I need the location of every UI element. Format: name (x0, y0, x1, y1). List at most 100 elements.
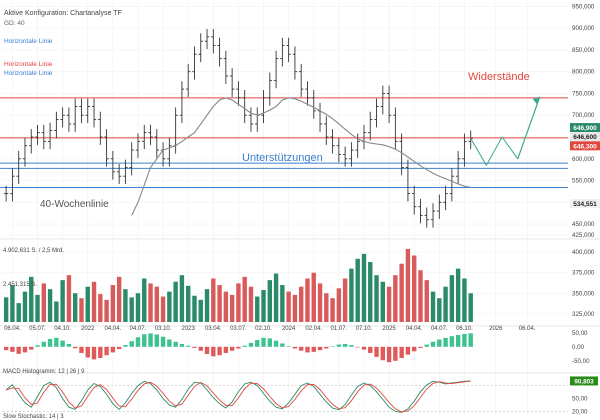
macd-bar (368, 346, 373, 353)
x-tick-label: 02.10. (255, 326, 272, 332)
macd-bar (236, 346, 241, 349)
macd-bar (386, 346, 392, 363)
x-tick-label: 01.07. (331, 326, 348, 332)
volume-tick-label: 325,000 (572, 311, 595, 318)
price-tick-label: 600,000 (572, 156, 595, 163)
macd-bar (292, 346, 298, 349)
macd-histogram (3, 333, 473, 363)
axes: 06.04. 05.07. 04.10. 2022 04.04. 04.07. 03.10.… (4, 3, 600, 416)
macd-bar (399, 346, 404, 358)
macd-bar (135, 337, 141, 347)
price-tag (570, 141, 600, 151)
volume-bar (160, 296, 166, 322)
macd-bar (229, 346, 235, 351)
price-tag-label: 646,900 (573, 125, 597, 132)
macd-bar (22, 346, 28, 353)
macd-bar (179, 344, 185, 347)
macd-bar (430, 341, 436, 347)
volume-bar (173, 281, 178, 322)
volume-bar (123, 289, 128, 322)
volume-bar (98, 294, 103, 322)
macd-bar (324, 346, 329, 349)
macd-bar (72, 346, 78, 349)
volume-bar (60, 280, 65, 322)
forecast-arrowhead (532, 96, 540, 104)
x-tick-label: 02.04. (305, 326, 322, 332)
macd-bar (342, 344, 348, 347)
volume-bar (79, 298, 84, 322)
volume-bar (242, 276, 247, 322)
forecast-line (470, 138, 487, 166)
stoch-tick-label: 20,00 (572, 409, 588, 416)
x-tick-label: 06.10. (456, 326, 473, 332)
volume-bar (437, 298, 442, 322)
x-tick-label: 03.04. (205, 326, 222, 332)
macd-bar (173, 341, 178, 347)
macd-bar (355, 346, 360, 348)
stoch-tag-label: 90,803 (574, 378, 594, 385)
x-tick-label: 2025 (382, 326, 396, 332)
x-tick-label: 03.10. (155, 326, 172, 332)
volume-bar (167, 291, 172, 322)
macd-bar (79, 346, 84, 353)
macd-bar (286, 346, 291, 347)
macd-bar (462, 333, 467, 347)
x-tick-label: 04.04. (105, 326, 122, 332)
macd-bar (60, 340, 65, 347)
x-tick-label: 07.10. (356, 326, 373, 332)
volume-bar (129, 297, 134, 322)
macd-bar (405, 346, 411, 355)
stoch-tick-label: 50,00 (572, 396, 588, 403)
hline-label-2: Horizontale Linie (4, 61, 53, 68)
volume-bar (179, 275, 185, 322)
volume-bar (374, 275, 379, 322)
price-tick-label: 750,000 (572, 90, 595, 97)
volume-bar (368, 262, 373, 322)
volume-bar (267, 280, 273, 322)
macd-tick-label: 50,00 (572, 330, 588, 337)
macd-bar (110, 346, 116, 353)
volume-bar (217, 285, 222, 322)
macd-bar (280, 343, 285, 347)
volume-bar (380, 281, 386, 322)
macd-bar (41, 341, 47, 347)
stoch-tag (570, 376, 598, 386)
x-tick-label: 04.07. (130, 326, 147, 332)
macd-bar (336, 344, 342, 347)
volume-bar (22, 291, 28, 322)
macd-bar (267, 338, 273, 347)
volume-bar (135, 293, 141, 322)
macd-bar (16, 346, 21, 354)
volume-bar (116, 276, 122, 322)
volume-bar (16, 303, 21, 322)
volume-bar (185, 285, 191, 322)
x-tick-label: 2022 (81, 326, 95, 332)
volume-bar (198, 299, 203, 322)
price-tick-label: 800,000 (572, 69, 595, 76)
ma40-line (131, 97, 471, 216)
volume-bar (35, 294, 40, 322)
x-tick-label: 2024 (282, 326, 296, 332)
volume-bar (223, 291, 229, 322)
volume-bar (66, 275, 72, 322)
volume-bar (211, 278, 216, 322)
volume-bar (330, 298, 335, 322)
price-tick-label: 900,000 (572, 25, 595, 32)
volume-bar (10, 285, 15, 322)
volume-bar (462, 278, 467, 322)
volume-bar (342, 278, 348, 322)
macd-bar (311, 346, 316, 352)
x-tick-label: 05.07. (29, 326, 46, 332)
volume-bar (248, 286, 254, 322)
macd-bar (255, 340, 260, 347)
macd-bar (330, 346, 335, 347)
volume-bar (273, 273, 279, 322)
volume-bar (280, 285, 285, 322)
price-tick-label: 850,000 (572, 47, 595, 54)
x-tick-label: 2026 (489, 326, 503, 332)
macd-bar (129, 341, 134, 347)
price-tag-label: 646,300 (573, 143, 597, 150)
